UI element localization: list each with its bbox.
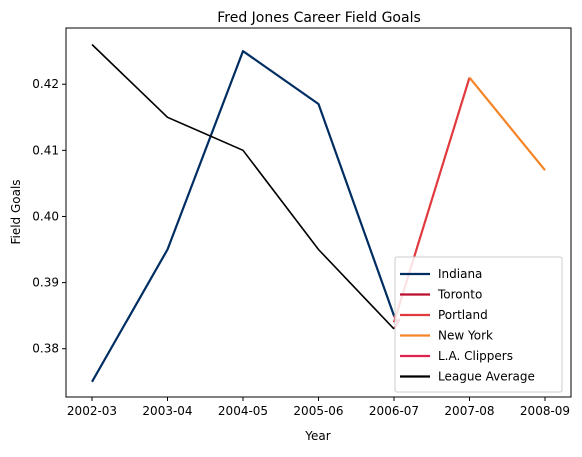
x-tick-label-2006-07: 2006-07 xyxy=(369,404,419,418)
series-line-indiana xyxy=(92,51,394,382)
y-tick-label-0.38: 0.38 xyxy=(32,342,59,356)
legend-label-new-york: New York xyxy=(438,329,493,343)
y-axis-label: Field Goals xyxy=(9,179,23,244)
legend-label-l-a-clippers: L.A. Clippers xyxy=(438,349,513,363)
legend-label-portland: Portland xyxy=(438,308,488,322)
x-tick-label-2002-03: 2002-03 xyxy=(67,404,117,418)
y-tick-label-0.41: 0.41 xyxy=(32,143,59,157)
x-tick-label-2003-04: 2003-04 xyxy=(142,404,192,418)
legend: Indiana Toronto Portland New York L.A. Clipp… xyxy=(395,257,562,392)
series-line-new-york xyxy=(470,78,546,171)
chart-title: Fred Jones Career Field Goals xyxy=(217,10,421,26)
y-tick-label-0.42: 0.42 xyxy=(32,77,59,91)
x-tick-label-2004-05: 2004-05 xyxy=(218,404,268,418)
x-tick-label-2008-09: 2008-09 xyxy=(520,404,570,418)
x-axis: 2002-03 2003-04 2004-05 2005-06 2006-07 2007-… xyxy=(67,397,570,418)
x-tick-label-2005-06: 2005-06 xyxy=(293,404,343,418)
legend-label-league-average: League Average xyxy=(438,370,535,384)
y-tick-label-0.40: 0.40 xyxy=(32,209,59,223)
legend-label-toronto: Toronto xyxy=(437,288,482,302)
x-axis-label: Year xyxy=(304,429,330,443)
x-tick-label-2007-08: 2007-08 xyxy=(444,404,494,418)
y-axis: 0.38 0.39 0.40 0.41 0.42 xyxy=(32,77,66,356)
legend-label-indiana: Indiana xyxy=(438,267,482,281)
y-tick-label-0.39: 0.39 xyxy=(32,276,59,290)
